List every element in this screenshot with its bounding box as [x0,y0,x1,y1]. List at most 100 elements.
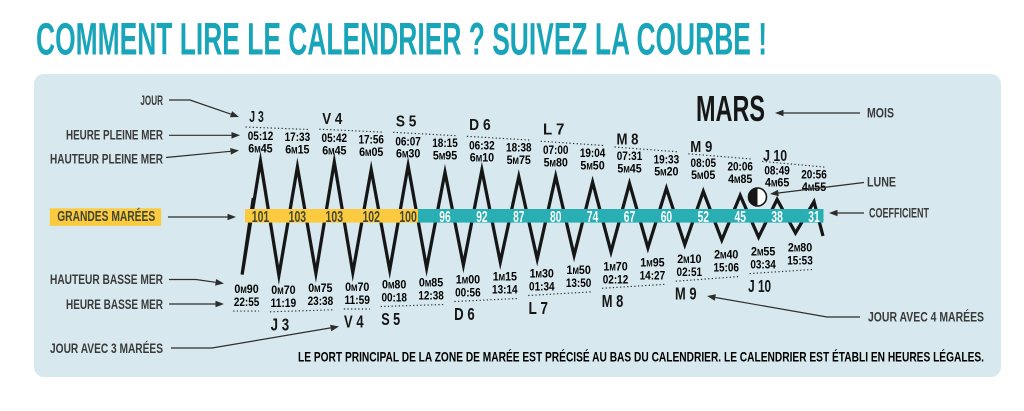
svg-text:102: 102 [362,209,380,226]
svg-text:11:19: 11:19 [271,296,297,310]
svg-text:J 3: J 3 [249,109,264,126]
svg-text:HEURE BASSE MER: HEURE BASSE MER [66,297,163,313]
svg-text:00:18: 00:18 [381,291,407,305]
svg-text:1M70: 1M70 [603,259,627,273]
svg-text:HAUTEUR PLEINE MER: HAUTEUR PLEINE MER [50,152,163,168]
svg-text:6M10: 6M10 [470,151,494,165]
svg-text:L 7: L 7 [543,122,565,139]
svg-text:V 4: V 4 [344,312,364,332]
svg-text:07:31: 07:31 [617,149,643,163]
svg-text:D 6: D 6 [454,304,475,324]
svg-text:06:32: 06:32 [469,138,495,152]
svg-text:19:33: 19:33 [654,152,680,166]
svg-text:4M55: 4M55 [802,180,826,194]
svg-text:5M50: 5M50 [580,158,604,172]
svg-text:17:33: 17:33 [285,130,311,144]
svg-text:19:04: 19:04 [580,146,606,160]
svg-text:00:56: 00:56 [455,286,481,300]
svg-text:6M45: 6M45 [322,144,346,158]
svg-text:11:59: 11:59 [344,293,370,307]
svg-text:5M80: 5M80 [544,156,568,170]
svg-text:HAUTEUR BASSE MER: HAUTEUR BASSE MER [50,272,163,288]
svg-text:06:07: 06:07 [395,134,421,148]
svg-text:14:27: 14:27 [640,268,666,282]
svg-text:M 8: M 8 [602,291,624,311]
svg-text:J 10: J 10 [748,276,771,296]
svg-text:JOUR AVEC 3 MARÉES: JOUR AVEC 3 MARÉES [50,340,163,357]
svg-text:5M75: 5M75 [507,153,531,167]
svg-text:13:14: 13:14 [492,283,518,297]
svg-text:LUNE: LUNE [867,175,896,191]
svg-text:03:34: 03:34 [750,258,776,272]
svg-text:92: 92 [476,209,487,226]
svg-text:2M10: 2M10 [677,252,701,266]
svg-text:05:42: 05:42 [322,131,348,145]
svg-text:02:12: 02:12 [603,272,629,286]
svg-text:S 5: S 5 [396,113,417,130]
svg-text:5M95: 5M95 [433,149,457,163]
svg-text:D 6: D 6 [469,117,491,134]
svg-text:74: 74 [587,209,599,226]
svg-text:J 3: J 3 [271,314,290,334]
svg-text:100: 100 [399,209,417,226]
svg-text:J 10: J 10 [763,148,787,165]
svg-text:1M15: 1M15 [493,270,517,284]
svg-text:1M50: 1M50 [567,263,591,277]
svg-text:38: 38 [771,209,783,226]
svg-text:LE PORT PRINCIPAL DE LA ZONE D: LE PORT PRINCIPAL DE LA ZONE DE MARÉE ES… [298,349,984,365]
svg-text:05:12: 05:12 [248,129,274,143]
svg-text:103: 103 [289,209,307,226]
svg-text:1M95: 1M95 [640,255,664,269]
svg-text:GRANDES MARÉES: GRANDES MARÉES [57,208,155,225]
svg-text:80: 80 [550,209,561,226]
svg-text:2M55: 2M55 [751,245,775,259]
svg-text:08:05: 08:05 [691,156,717,170]
svg-text:20:06: 20:06 [727,160,753,174]
svg-text:1M00: 1M00 [456,273,480,287]
svg-text:31: 31 [808,209,820,226]
svg-text:M 9: M 9 [690,139,712,156]
svg-text:02:51: 02:51 [677,265,703,279]
svg-text:M 8: M 8 [617,132,639,149]
svg-text:13:50: 13:50 [566,276,592,290]
svg-text:6M45: 6M45 [248,141,272,155]
svg-text:96: 96 [439,209,450,226]
svg-text:45: 45 [735,209,747,226]
svg-text:0M70: 0M70 [345,280,369,294]
svg-text:MARS: MARS [696,88,765,129]
svg-text:12:38: 12:38 [418,289,444,303]
svg-text:COMMENT LIRE LE CALENDRIER ? S: COMMENT LIRE LE CALENDRIER ? SUIVEZ LA C… [36,14,767,65]
svg-text:2M40: 2M40 [714,248,738,262]
svg-text:103: 103 [326,209,344,226]
svg-text:6M15: 6M15 [285,142,309,156]
svg-text:17:56: 17:56 [358,133,384,147]
svg-text:JOUR AVEC 4 MARÉES: JOUR AVEC 4 MARÉES [868,309,984,326]
svg-text:S 5: S 5 [381,309,400,329]
svg-text:JOUR: JOUR [140,93,163,109]
svg-text:15:53: 15:53 [787,254,813,268]
svg-text:0M75: 0M75 [308,281,332,295]
svg-text:HEURE PLEINE MER: HEURE PLEINE MER [66,128,163,144]
svg-text:COEFFICIENT: COEFFICIENT [869,206,929,222]
svg-text:18:38: 18:38 [506,141,532,155]
svg-text:4M85: 4M85 [728,172,752,186]
svg-text:0M90: 0M90 [234,282,258,296]
svg-text:0M85: 0M85 [419,276,443,290]
svg-text:5M20: 5M20 [654,165,678,179]
svg-text:4M65: 4M65 [765,176,789,190]
svg-text:1M30: 1M30 [530,267,554,281]
svg-text:87: 87 [513,209,524,226]
svg-text:5M05: 5M05 [691,168,715,182]
svg-text:18:15: 18:15 [432,136,458,150]
svg-text:6M05: 6M05 [359,145,383,159]
svg-text:67: 67 [624,209,635,226]
svg-text:5M45: 5M45 [617,161,641,175]
svg-text:07:00: 07:00 [543,143,569,157]
svg-text:08:49: 08:49 [764,163,790,177]
svg-text:2M80: 2M80 [788,241,812,255]
svg-text:MOIS: MOIS [867,106,894,122]
svg-text:101: 101 [252,209,270,226]
svg-text:6M30: 6M30 [396,147,420,161]
svg-text:52: 52 [698,209,709,226]
svg-text:60: 60 [661,209,672,226]
